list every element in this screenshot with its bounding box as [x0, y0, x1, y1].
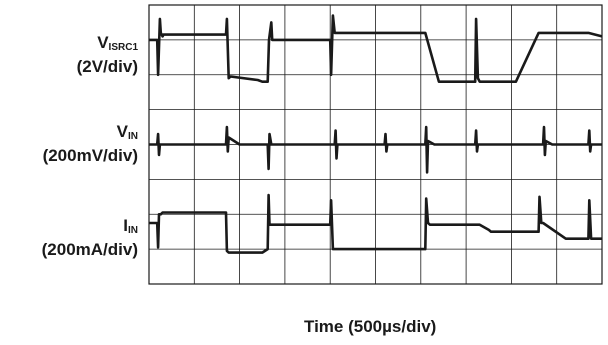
series-scale-iin: (200mA/div): [41, 240, 138, 259]
series-label-iin: IIN (200mA/div): [42, 215, 138, 260]
x-axis-label: Time (500µs/div): [304, 317, 437, 336]
series-label-vin: VIN (200mV/div): [43, 121, 138, 166]
series-scale-vin: (200mV/div): [42, 146, 138, 165]
trace-visrc1: [149, 14, 603, 83]
series-scale-visrc1: (2V/div): [76, 57, 138, 76]
traces: [149, 14, 603, 254]
series-name-vin: VIN: [116, 122, 138, 142]
trace-iin: [149, 193, 602, 254]
trace-vin: [149, 125, 602, 174]
series-label-visrc1: VISRC1 (2V/div): [77, 32, 138, 77]
plot-frame: [148, 4, 603, 285]
series-name-visrc1: VISRC1: [97, 33, 138, 53]
series-name-iin: IIN: [123, 216, 138, 236]
